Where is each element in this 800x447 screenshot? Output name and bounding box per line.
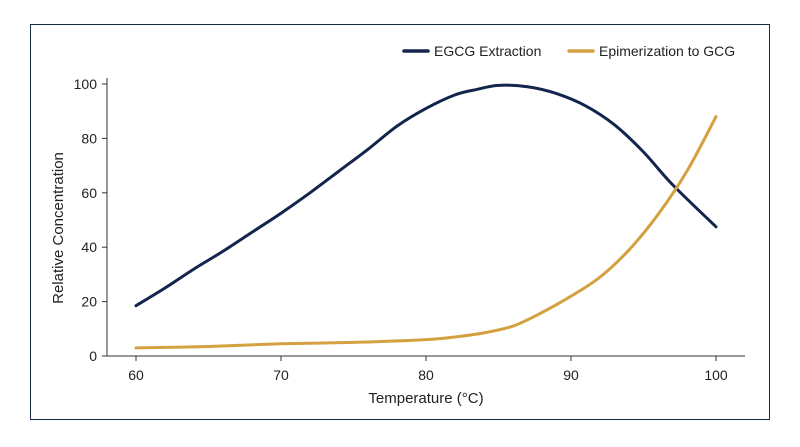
x-tick-label: 70 bbox=[273, 367, 289, 383]
y-tick-label: 40 bbox=[81, 239, 97, 255]
x-axis-title: Temperature (°C) bbox=[368, 390, 483, 407]
y-tick-label: 100 bbox=[74, 76, 98, 92]
series-line-egcg-extraction bbox=[134, 83, 718, 308]
legend-entry-epimerization-gcg: Epimerization to GCG bbox=[567, 43, 735, 59]
chart-frame bbox=[30, 24, 770, 420]
series-layer bbox=[134, 83, 718, 350]
y-tick-label: 0 bbox=[89, 348, 97, 364]
series-line-epimerization-gcg bbox=[134, 115, 718, 350]
x-tick-label: 90 bbox=[563, 367, 579, 383]
x-tick-label: 100 bbox=[704, 367, 728, 383]
y-axis-title: Relative Concentration bbox=[50, 152, 67, 304]
y-tick-label: 60 bbox=[81, 185, 97, 201]
legend-entry-egcg-extraction: EGCG Extraction bbox=[402, 43, 541, 59]
x-tick-label: 80 bbox=[418, 367, 434, 383]
axes: 60 70 80 90 100 0 20 40 60 80 100 bbox=[74, 76, 745, 383]
y-tick-label: 80 bbox=[81, 130, 97, 146]
x-tick-label: 60 bbox=[128, 367, 144, 383]
legend-label: Epimerization to GCG bbox=[599, 43, 735, 59]
legend-label: EGCG Extraction bbox=[434, 43, 541, 59]
y-tick-label: 20 bbox=[81, 294, 97, 310]
legend: EGCG Extraction Epimerization to GCG bbox=[402, 43, 735, 59]
